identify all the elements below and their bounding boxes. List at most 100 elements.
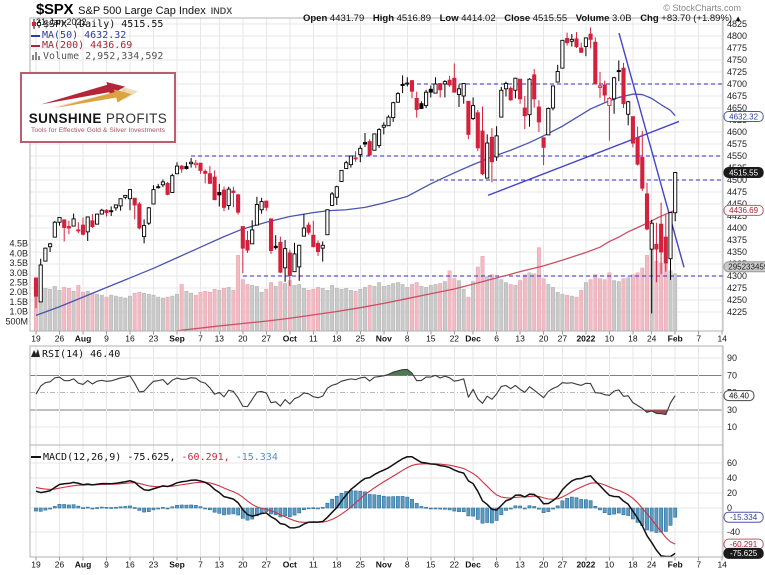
ma200-line-icon (31, 45, 40, 48)
index-name: S&P 500 Large Cap Index (78, 5, 206, 17)
candlesticks (33, 27, 678, 314)
stockcharts-credit: © StockCharts.com (663, 3, 741, 13)
svg-text:8: 8 (405, 334, 410, 344)
svg-text:11: 11 (309, 334, 318, 344)
svg-text:4632.32: 4632.32 (729, 112, 758, 121)
volume-bars (34, 247, 678, 332)
exchange-tag: INDX (210, 6, 233, 16)
macd-value-main: -75.625, (127, 452, 176, 463)
close-label: Close (504, 13, 531, 24)
svg-text:-40: -40 (727, 527, 740, 537)
svg-text:4225: 4225 (727, 307, 747, 317)
volume-value: 3.0B (612, 13, 632, 24)
support-resistance-lines (191, 83, 723, 277)
svg-text:4475: 4475 (727, 187, 747, 197)
svg-text:6: 6 (494, 560, 499, 570)
svg-text:20: 20 (539, 334, 549, 344)
svg-text:4515.55: 4515.55 (729, 168, 758, 177)
svg-text:40: 40 (727, 473, 737, 483)
svg-text:9: 9 (104, 560, 109, 570)
svg-text:1.5B: 1.5B (9, 297, 28, 307)
svg-text:4350: 4350 (727, 247, 747, 257)
ohlc-quote-row: Open 4431.79 High 4516.89 Low 4414.02 Cl… (297, 13, 742, 24)
svg-text:20: 20 (539, 560, 549, 570)
svg-text:15: 15 (426, 560, 436, 570)
svg-text:16: 16 (125, 334, 135, 344)
svg-text:10: 10 (605, 334, 615, 344)
svg-text:7: 7 (198, 560, 203, 570)
svg-text:23: 23 (149, 334, 159, 344)
svg-text:9: 9 (104, 334, 109, 344)
svg-text:11: 11 (309, 560, 318, 570)
low-label: Low (439, 13, 459, 24)
svg-text:13: 13 (515, 560, 525, 570)
ma50-line (35, 93, 676, 316)
svg-text:Aug: Aug (75, 334, 92, 344)
svg-text:3.0B: 3.0B (9, 268, 28, 278)
ma200-line (176, 209, 676, 332)
svg-text:60: 60 (727, 458, 737, 468)
legend-ma200-text: MA(200) 4436.69 (42, 40, 133, 51)
macd-label-text: MACD(12,26,9) -75.625, -60.291, -15.334 (43, 452, 278, 463)
trendlines (487, 32, 685, 268)
svg-text:-60.291: -60.291 (730, 540, 758, 549)
svg-text:Oct: Oct (283, 560, 297, 570)
svg-text:27: 27 (262, 560, 272, 570)
svg-text:Nov: Nov (376, 334, 392, 344)
svg-text:19: 19 (31, 334, 41, 344)
open-label: Open (302, 13, 328, 24)
svg-text:26: 26 (55, 334, 65, 344)
svg-text:Sep: Sep (169, 334, 185, 344)
svg-text:18: 18 (332, 334, 342, 344)
rsi-label-text: RSI(14) 46.40 (42, 348, 121, 360)
logo-title: SUNSHINE PROFITS (29, 111, 167, 126)
svg-text:20: 20 (727, 488, 737, 498)
svg-text:4700: 4700 (727, 79, 747, 89)
macd-axis: 60 40 20 0 -40 (727, 458, 740, 537)
svg-text:19: 19 (31, 560, 41, 570)
svg-text:500M: 500M (5, 316, 28, 326)
svg-text:26: 26 (55, 560, 65, 570)
up-arrow-icon: ▲ (734, 14, 742, 23)
macd-value-hist: -15.334 (235, 452, 278, 463)
svg-text:24: 24 (647, 560, 657, 570)
svg-text:22: 22 (450, 560, 460, 570)
svg-text:Sep: Sep (169, 560, 185, 570)
legend-volume-row: Volume 2,952,334,592 (31, 50, 163, 64)
legend-symbol-text: $SPX (Daily) 4515.55 (43, 19, 164, 30)
svg-text:8: 8 (405, 560, 410, 570)
svg-text:Oct: Oct (283, 334, 297, 344)
volume-bars-icon (31, 50, 42, 64)
date-axis: 19 19 26 26 Aug Aug 9 9 16 16 23 23 Sep Sep 7 7 13 13 20 20… (31, 334, 727, 570)
chg-label: Chg (640, 13, 659, 24)
svg-text:27: 27 (262, 334, 272, 344)
svg-text:4775: 4775 (727, 43, 747, 53)
ma50-line-icon (31, 34, 40, 37)
svg-text:4800: 4800 (727, 31, 747, 41)
candlestick-icon (31, 18, 42, 33)
low-value: 4414.02 (461, 13, 496, 24)
svg-text:10: 10 (727, 422, 737, 432)
svg-text:22: 22 (450, 334, 460, 344)
svg-text:20: 20 (238, 560, 248, 570)
svg-text:4375: 4375 (727, 235, 747, 245)
svg-text:Dec: Dec (465, 560, 481, 570)
svg-text:27: 27 (558, 560, 568, 570)
legend-symbol-row: $SPX (Daily) 4515.55 (31, 18, 164, 33)
chg-value: +83.70 (+1.89%) (661, 13, 733, 24)
legend-ma50-text: MA(50) 4632.32 (42, 29, 127, 41)
volume-label: Volume (575, 13, 610, 24)
svg-text:46.40: 46.40 (729, 391, 750, 400)
svg-text:4575: 4575 (727, 139, 747, 149)
svg-text:7: 7 (198, 334, 203, 344)
svg-text:4.0B: 4.0B (9, 248, 28, 258)
macd-value-signal: -60.291, (181, 452, 230, 463)
svg-text:4725: 4725 (727, 67, 747, 77)
svg-text:4500: 4500 (727, 175, 747, 185)
macd-line-icon (31, 452, 41, 463)
svg-text:4425: 4425 (727, 211, 747, 221)
chart-header: $SPX S&P 500 Large Cap Index INDX (36, 1, 232, 19)
svg-text:15: 15 (426, 334, 436, 344)
